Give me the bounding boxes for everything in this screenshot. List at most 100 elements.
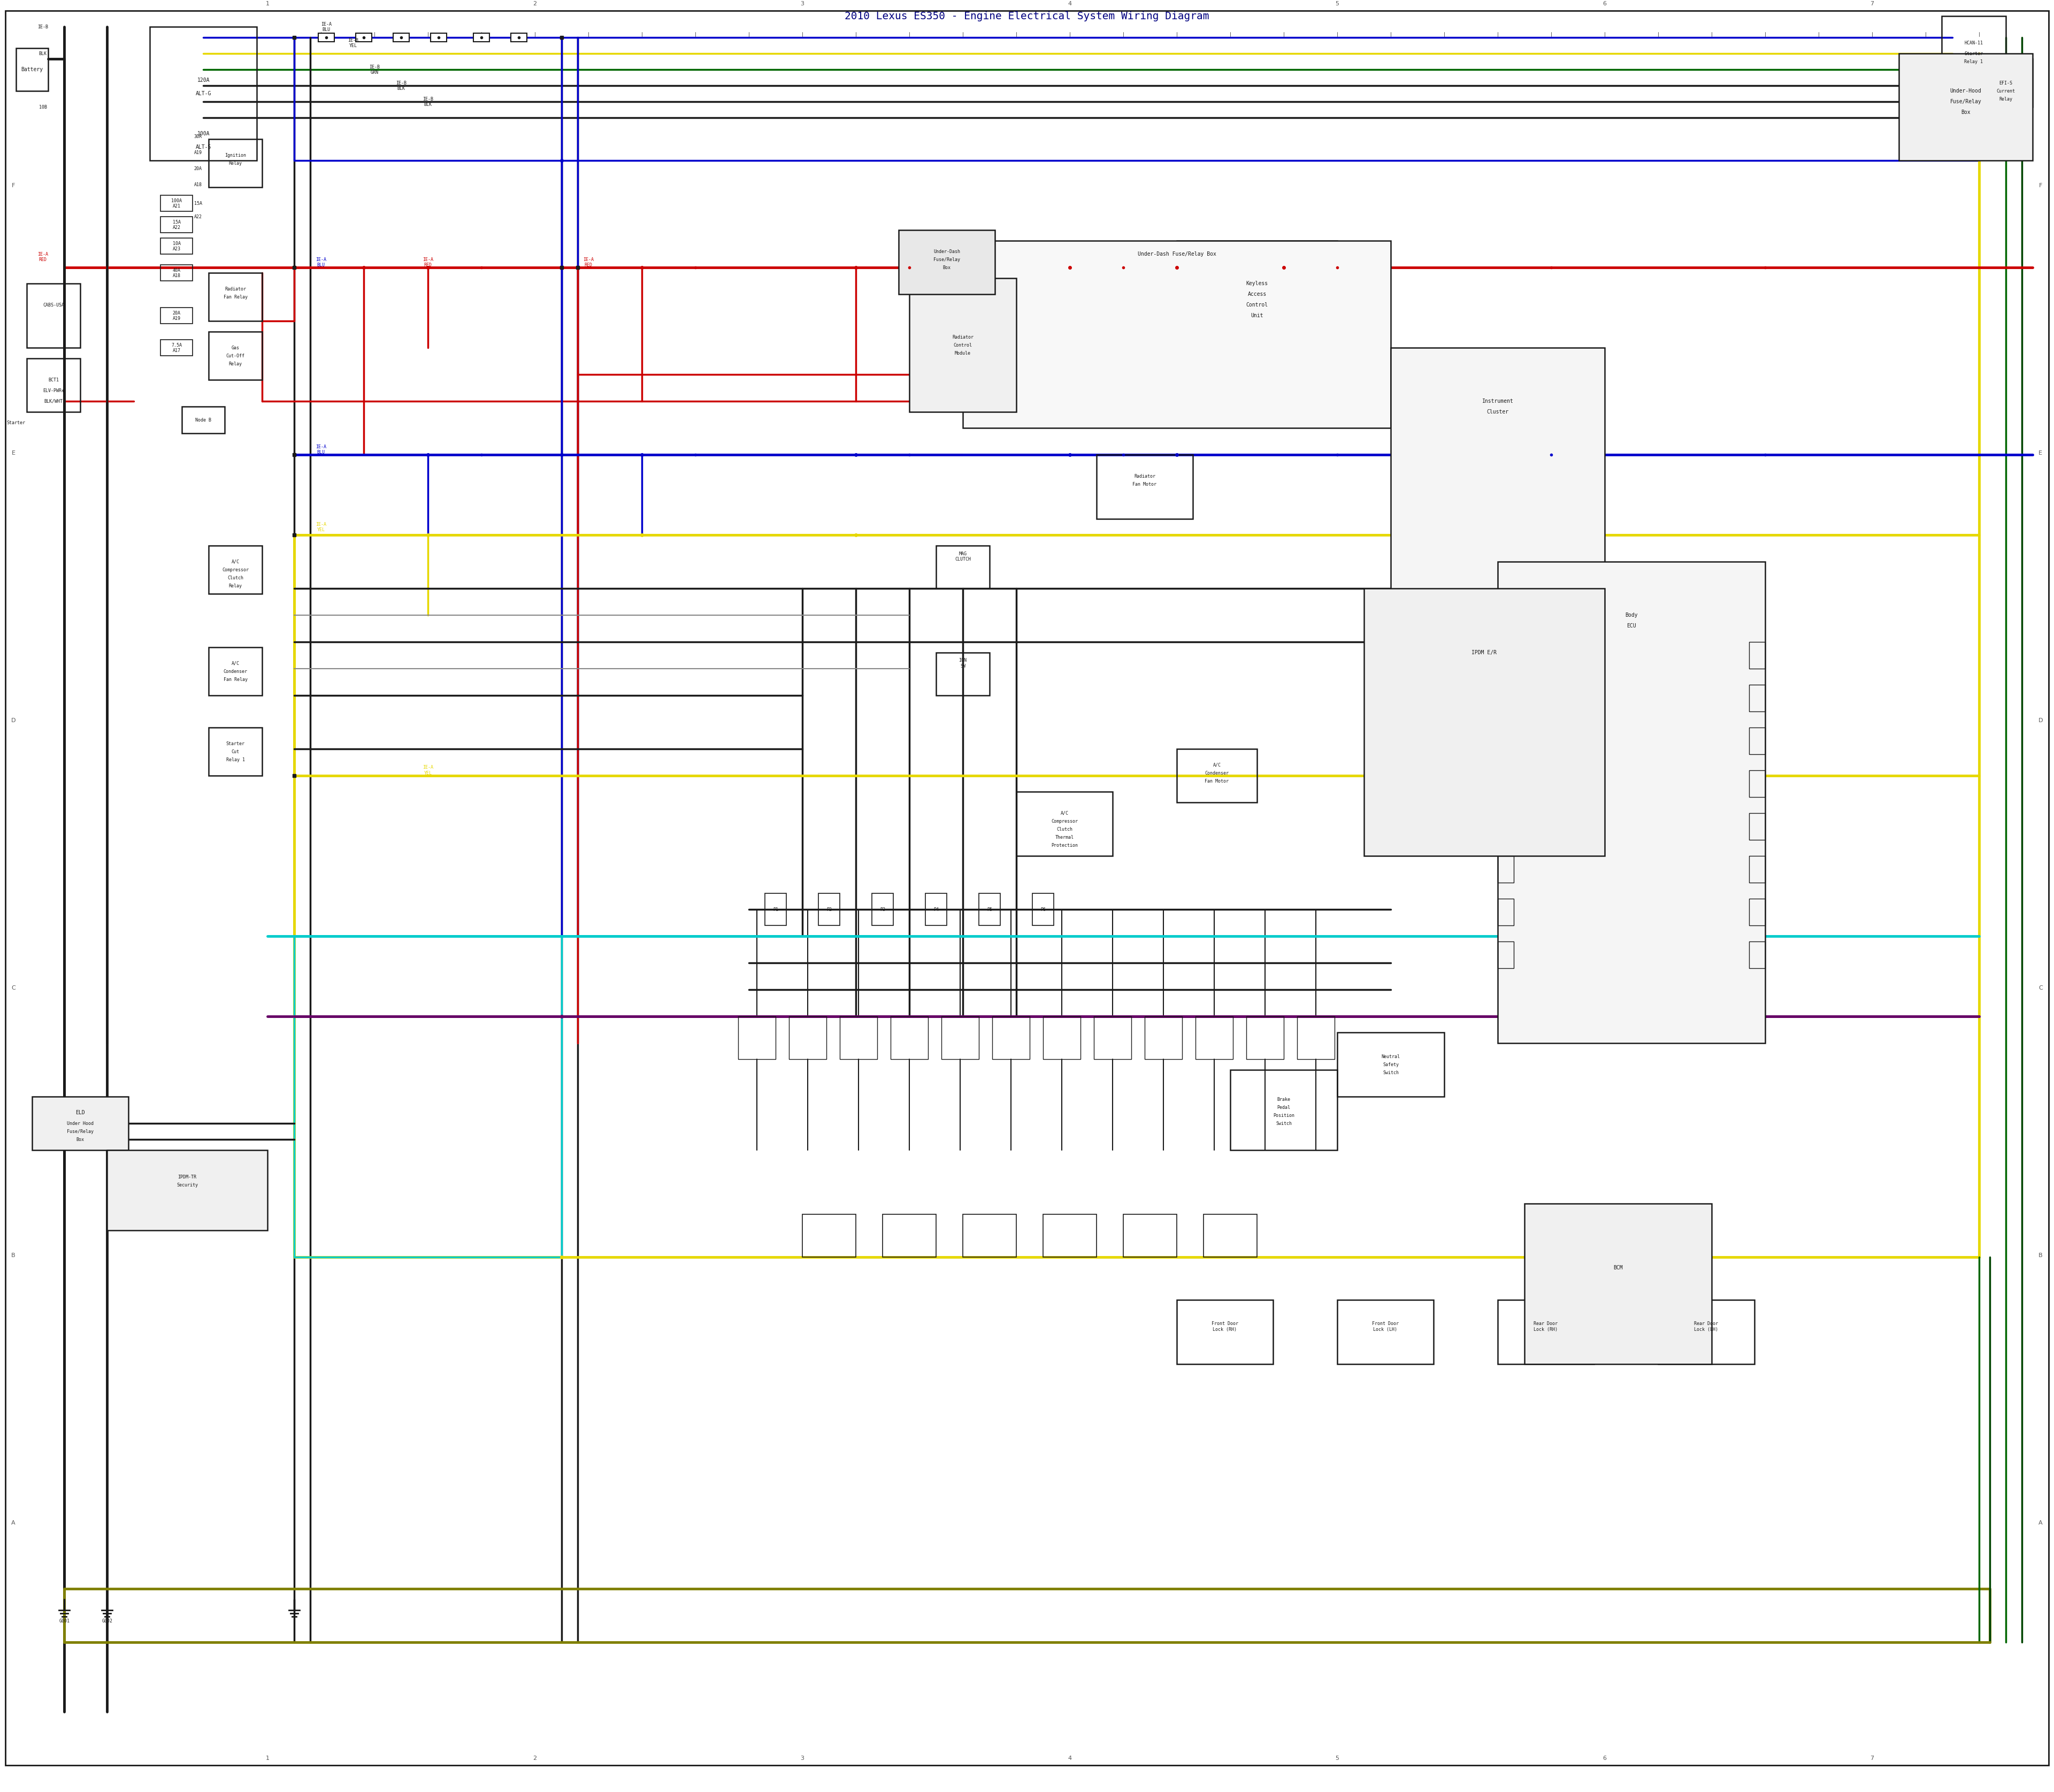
Bar	[210, 547, 263, 593]
Text: Control: Control	[1247, 303, 1267, 308]
Bar	[980, 894, 1000, 925]
Text: B: B	[12, 1253, 16, 1258]
Text: Starter: Starter	[1964, 52, 1982, 56]
Bar	[1497, 685, 1514, 711]
Bar	[1337, 1032, 1444, 1097]
Text: Front Door
Lock (RH): Front Door Lock (RH)	[1212, 1321, 1239, 1331]
Bar	[817, 894, 840, 925]
Bar	[1043, 1215, 1097, 1258]
Bar	[937, 547, 990, 588]
Text: 3: 3	[801, 2, 805, 7]
Bar	[210, 647, 263, 695]
Text: D: D	[2038, 719, 2044, 724]
Text: Condenser: Condenser	[1206, 771, 1228, 776]
Text: 100A: 100A	[197, 131, 210, 136]
Text: 5: 5	[1335, 1756, 1339, 1762]
Bar	[160, 265, 193, 281]
Bar	[1177, 749, 1257, 803]
Bar	[1497, 1299, 1594, 1364]
Bar	[1097, 455, 1193, 520]
Text: 120A: 120A	[197, 77, 210, 82]
Bar	[803, 1215, 857, 1258]
Text: Security: Security	[177, 1183, 197, 1188]
Text: P2: P2	[826, 907, 832, 912]
Bar	[16, 48, 47, 91]
Text: A/C: A/C	[1212, 763, 1220, 767]
Text: ELD: ELD	[76, 1109, 84, 1115]
Bar	[1033, 894, 1054, 925]
Text: F: F	[2040, 183, 2042, 188]
Text: Fuse/Relay: Fuse/Relay	[68, 1129, 94, 1134]
Text: BCM: BCM	[1612, 1265, 1623, 1271]
Text: 6: 6	[1602, 2, 1606, 7]
Bar	[1043, 1016, 1080, 1059]
Bar	[1497, 771, 1514, 797]
Text: 7.5A
A17: 7.5A A17	[170, 342, 183, 353]
Bar	[910, 278, 1017, 412]
Text: 7: 7	[1869, 1756, 1873, 1762]
Bar	[27, 358, 80, 412]
Text: Relay: Relay	[228, 362, 242, 366]
Text: C: C	[12, 986, 16, 991]
Text: 15A
A22: 15A A22	[173, 220, 181, 229]
Text: Control: Control	[953, 342, 972, 348]
Bar	[1750, 642, 1764, 668]
Bar	[27, 283, 80, 348]
Text: 5: 5	[1335, 2, 1339, 7]
Bar	[937, 652, 990, 695]
Bar	[963, 240, 1391, 428]
Bar	[1177, 240, 1337, 348]
Bar	[1524, 1204, 1711, 1364]
Text: HCAN-11: HCAN-11	[1964, 41, 1982, 45]
Bar	[1750, 814, 1764, 840]
Bar	[511, 34, 528, 41]
Bar	[183, 407, 224, 434]
Text: P4: P4	[933, 907, 939, 912]
Text: Instrument: Instrument	[1481, 398, 1514, 403]
Bar	[160, 340, 193, 357]
Text: Ignition: Ignition	[224, 152, 246, 158]
Bar	[926, 894, 947, 925]
Text: Radiator: Radiator	[224, 287, 246, 292]
Bar	[107, 1150, 267, 1231]
Bar	[1296, 1016, 1335, 1059]
Bar	[355, 34, 372, 41]
Text: P1: P1	[772, 907, 778, 912]
Bar	[1247, 1016, 1284, 1059]
Text: Front Door
Lock (LH): Front Door Lock (LH)	[1372, 1321, 1399, 1331]
Text: Radiator: Radiator	[953, 335, 974, 339]
Text: IE-A
RED: IE-A RED	[423, 256, 433, 267]
Text: Clutch: Clutch	[228, 575, 244, 581]
Bar	[1497, 900, 1514, 925]
Text: F: F	[12, 183, 14, 188]
Bar	[1941, 16, 2007, 81]
Text: 20A: 20A	[193, 167, 201, 170]
Bar	[1750, 941, 1764, 968]
Text: E: E	[12, 450, 14, 455]
Bar	[210, 272, 263, 321]
Text: G002: G002	[103, 1618, 113, 1624]
Bar	[318, 34, 335, 41]
Text: A/C: A/C	[232, 559, 240, 564]
Bar	[1750, 685, 1764, 711]
Text: Under-Dash Fuse/Relay Box: Under-Dash Fuse/Relay Box	[1138, 251, 1216, 256]
Text: 15A: 15A	[193, 201, 201, 206]
Bar	[764, 894, 787, 925]
Bar	[160, 238, 193, 254]
Text: 2: 2	[534, 1756, 536, 1762]
Text: Box: Box	[943, 265, 951, 271]
Text: IPDM-TR: IPDM-TR	[179, 1174, 197, 1179]
Text: Neutral: Neutral	[1382, 1054, 1401, 1059]
Text: Box: Box	[1962, 109, 1970, 115]
Text: BCT1: BCT1	[47, 378, 60, 382]
Bar	[1750, 857, 1764, 883]
Text: EFI-S: EFI-S	[1999, 81, 2013, 86]
Bar	[160, 217, 193, 233]
Bar	[1204, 1215, 1257, 1258]
Text: 30A: 30A	[193, 134, 201, 140]
Text: IE-B
GRN: IE-B GRN	[370, 65, 380, 75]
Text: IE-B
YEL: IE-B YEL	[347, 38, 359, 48]
Text: Box: Box	[76, 1138, 84, 1142]
Text: 1: 1	[265, 1756, 269, 1762]
Text: Fan Relay: Fan Relay	[224, 294, 246, 299]
